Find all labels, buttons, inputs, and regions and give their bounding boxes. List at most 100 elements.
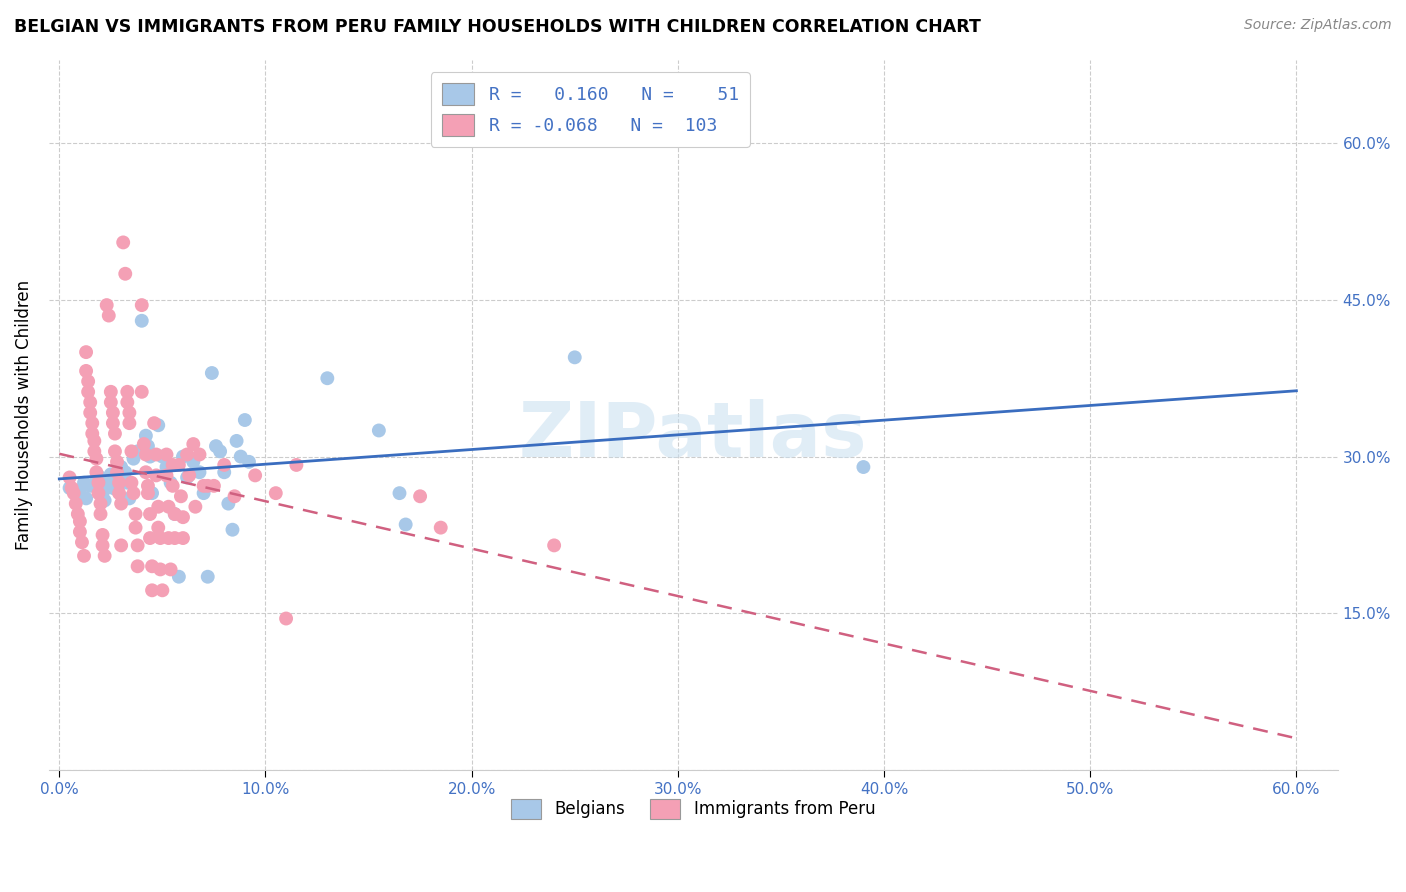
Point [148, 418, 170, 433]
Point [62, 486, 84, 500]
Point [155, 448, 177, 462]
Point [114, 267, 136, 281]
Point [188, 448, 211, 462]
Point [172, 531, 194, 545]
Point [564, 351, 586, 365]
Point [93, 493, 115, 508]
Point [58, 470, 80, 484]
Point [83, 434, 105, 448]
Point [264, 486, 287, 500]
Point [118, 406, 141, 420]
Point [86, 473, 108, 487]
Point [108, 486, 131, 500]
Point [100, 395, 122, 409]
Point [167, 458, 190, 472]
Point [65, 497, 87, 511]
Point [77, 384, 100, 399]
Point [225, 434, 247, 448]
Point [122, 451, 145, 466]
Point [97, 475, 120, 489]
Point [79, 479, 101, 493]
Point [105, 455, 128, 469]
Point [75, 345, 97, 359]
Point [135, 448, 157, 462]
Point [131, 314, 153, 328]
Point [127, 444, 149, 458]
Legend: Belgians, Immigrants from Peru: Belgians, Immigrants from Peru [505, 792, 882, 826]
Point [543, 538, 565, 552]
Point [139, 531, 162, 545]
Point [172, 450, 194, 464]
Point [136, 439, 159, 453]
Point [65, 486, 87, 500]
Point [157, 500, 180, 514]
Point [73, 549, 96, 563]
Point [83, 444, 105, 458]
Point [77, 375, 100, 389]
Point [132, 437, 155, 451]
Text: BELGIAN VS IMMIGRANTS FROM PERU FAMILY HOUSEHOLDS WITH CHILDREN CORRELATION CHAR: BELGIAN VS IMMIGRANTS FROM PERU FAMILY H… [14, 18, 981, 36]
Point [157, 531, 180, 545]
Point [89, 497, 111, 511]
Point [176, 470, 198, 484]
Point [70, 535, 93, 549]
Point [75, 491, 97, 506]
Point [197, 570, 219, 584]
Point [316, 371, 339, 385]
Point [202, 479, 225, 493]
Point [66, 507, 89, 521]
Point [243, 468, 266, 483]
Point [141, 486, 163, 500]
Point [159, 562, 181, 576]
Point [224, 489, 246, 503]
Point [110, 538, 132, 552]
Point [209, 444, 232, 458]
Point [159, 475, 181, 490]
Point [170, 489, 193, 503]
Point [163, 507, 186, 521]
Point [388, 486, 411, 500]
Point [79, 395, 101, 409]
Point [148, 500, 170, 514]
Text: ZIPatlas: ZIPatlas [519, 399, 868, 473]
Point [82, 426, 104, 441]
Point [274, 611, 297, 625]
Point [149, 562, 172, 576]
Point [91, 528, 114, 542]
Point [124, 507, 146, 521]
Point [105, 465, 128, 479]
Point [193, 479, 215, 493]
Point [122, 486, 145, 500]
Point [87, 486, 110, 500]
Point [91, 538, 114, 552]
Point [285, 458, 308, 472]
Point [108, 475, 131, 490]
Text: Source: ZipAtlas.com: Source: ZipAtlas.com [1244, 18, 1392, 32]
Point [118, 416, 141, 430]
Point [60, 481, 83, 495]
Point [141, 559, 163, 574]
Point [135, 465, 157, 479]
Point [149, 531, 172, 545]
Point [139, 507, 162, 521]
Point [148, 521, 170, 535]
Point [205, 439, 228, 453]
Point [87, 475, 110, 490]
Point [201, 366, 224, 380]
Point [217, 497, 239, 511]
Point [167, 570, 190, 584]
Point [91, 486, 114, 500]
Point [367, 424, 389, 438]
Point [110, 460, 132, 475]
Point [176, 448, 198, 462]
Y-axis label: Family Households with Children: Family Households with Children [15, 280, 32, 549]
Point [89, 507, 111, 521]
Point [143, 416, 166, 430]
Point [110, 497, 132, 511]
Point [117, 384, 139, 399]
Point [97, 309, 120, 323]
Point [104, 426, 127, 441]
Point [86, 465, 108, 479]
Point [120, 475, 142, 490]
Point [145, 468, 167, 483]
